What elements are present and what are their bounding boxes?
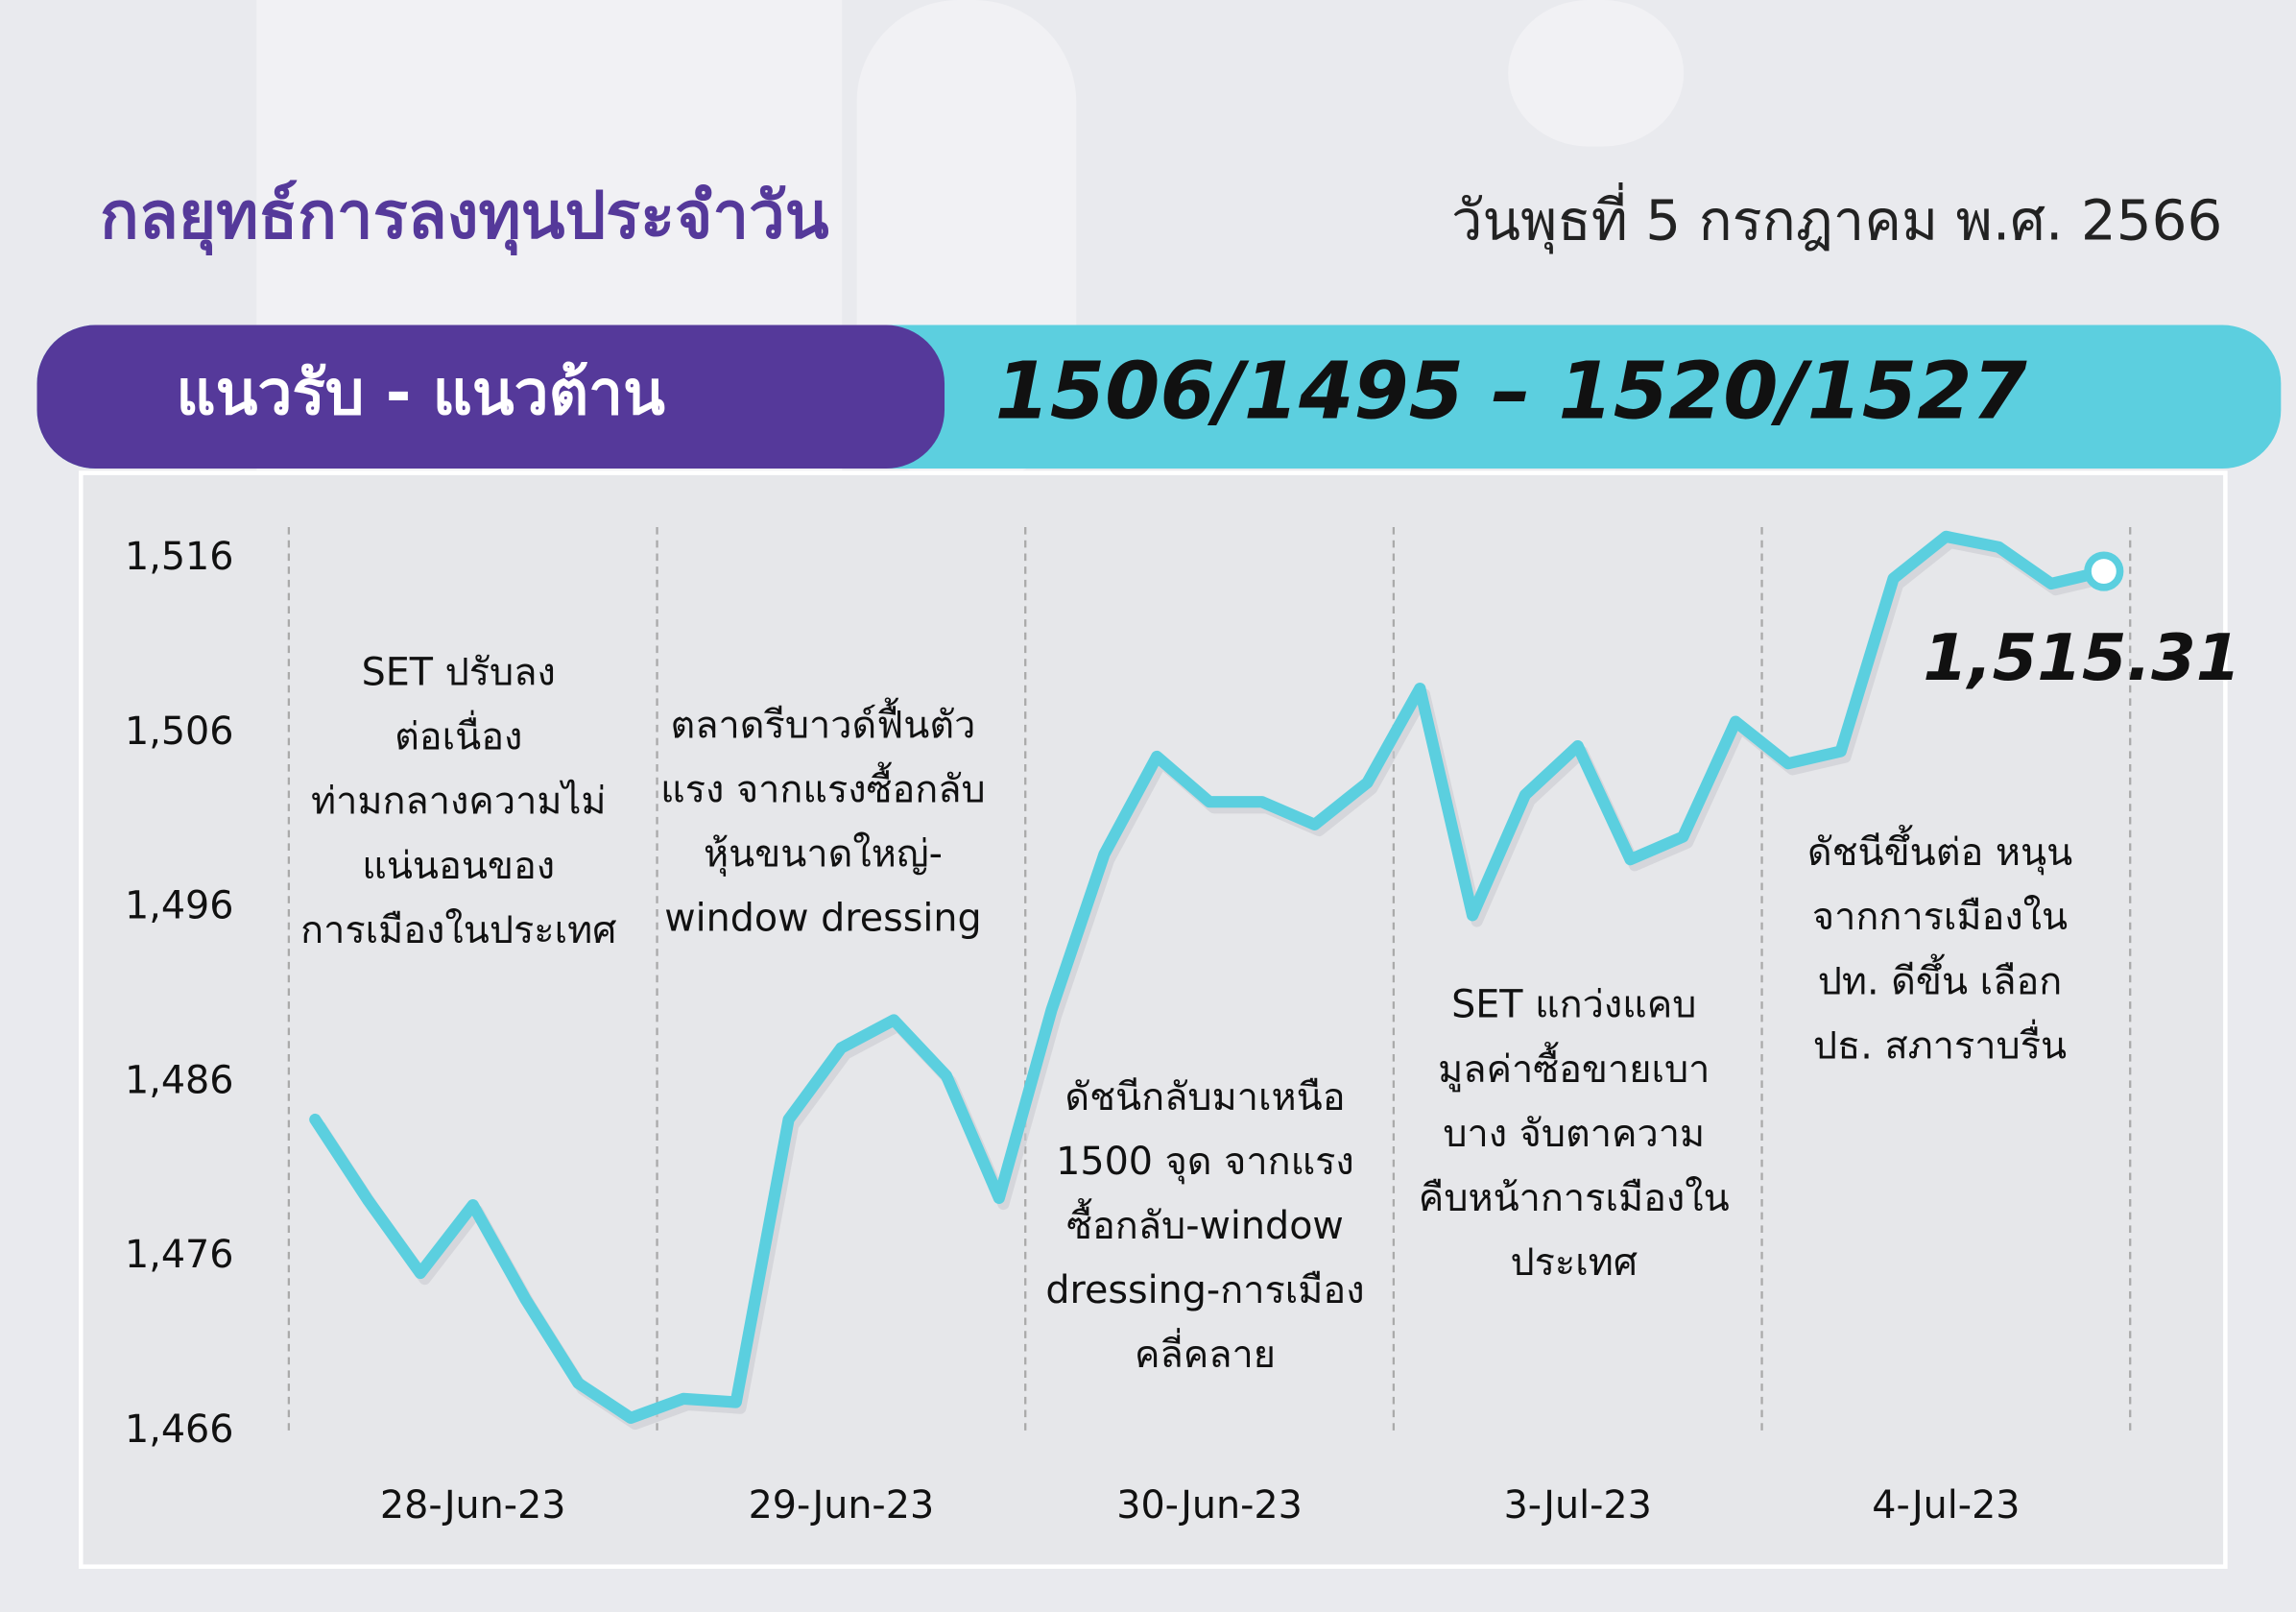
x-tick-label: 30-Jun-23 bbox=[1116, 1483, 1303, 1528]
date: วันพุธที่ 5 กรกฎาคม พ.ศ. 2566 bbox=[1451, 181, 2222, 254]
bg-shape bbox=[1508, 0, 1685, 147]
annotation: ปท. ดีขึ้น เลือก bbox=[1818, 953, 2063, 1003]
annotation: มูลค่าซื้อขายเบา bbox=[1438, 1042, 1710, 1092]
data-label: 1,515.31 bbox=[1923, 620, 2240, 695]
y-tick-label: 1,496 bbox=[125, 884, 233, 928]
annotation: SET ปรับลง bbox=[362, 651, 556, 695]
end-point bbox=[2084, 551, 2124, 591]
line bbox=[309, 530, 2110, 1424]
annotation: การเมืองในประเทศ bbox=[300, 908, 616, 952]
x-tick-label: 4-Jul-23 bbox=[1872, 1483, 2020, 1528]
y-tick-label: 1,476 bbox=[125, 1233, 233, 1277]
x-tick-label: 28-Jun-23 bbox=[380, 1483, 566, 1528]
page-title: กลยุทธ์การลงทุนประจำวัน bbox=[100, 178, 829, 255]
annotation: หุ้นขนาดใหญ่- bbox=[704, 832, 943, 878]
annotation: แรง จากแรงซื้อกลับ bbox=[660, 762, 986, 812]
annotation: คืบหน้าการเมืองใน bbox=[1419, 1176, 1730, 1220]
annotation: จากการเมืองใน bbox=[1812, 895, 2068, 939]
annotation: ดัชนีขึ้นต่อ หนุน bbox=[1807, 825, 2072, 876]
annotation: SET แกว่งแคบ bbox=[1451, 983, 1696, 1027]
banner-label-bg bbox=[36, 325, 945, 469]
annotation: ตลาดรีบาวด์ฟื้นตัว bbox=[671, 697, 976, 747]
annotation: ต่อเนื่อง bbox=[395, 710, 522, 759]
annotation: ปธ. สภาราบรื่น bbox=[1813, 1019, 2067, 1068]
annotation: 1500 จุด จากแรง bbox=[1056, 1140, 1354, 1185]
y-tick-label: 1,466 bbox=[125, 1407, 233, 1452]
y-tick-label: 1,516 bbox=[125, 535, 233, 579]
annotation: window dressing bbox=[664, 897, 981, 941]
chart-panel bbox=[79, 470, 2228, 1570]
annotation: ประเทศ bbox=[1510, 1240, 1638, 1285]
banner-value: 1506/1495 – 1520/1527 bbox=[995, 347, 2028, 438]
x-tick-label: 3-Jul-23 bbox=[1504, 1483, 1652, 1528]
annotation: ซื้อกลับ-window bbox=[1066, 1198, 1344, 1248]
annotation: แน่นอนของ bbox=[362, 844, 555, 888]
banner-label: แนวรับ - แนวต้าน bbox=[176, 358, 665, 429]
annotation: dressing-การเมือง bbox=[1045, 1268, 1364, 1312]
x-tick-label: 29-Jun-23 bbox=[749, 1483, 935, 1528]
annotation: คลี่คลาย bbox=[1135, 1328, 1276, 1377]
annotation: ท่ามกลางความไม่ bbox=[311, 780, 607, 824]
annotation: บาง จับตาความ bbox=[1443, 1112, 1705, 1156]
y-tick-label: 1,486 bbox=[125, 1058, 233, 1102]
y-tick-label: 1,506 bbox=[125, 710, 233, 754]
annotation: ดัชนีกลับมาเหนือ bbox=[1064, 1075, 1345, 1119]
